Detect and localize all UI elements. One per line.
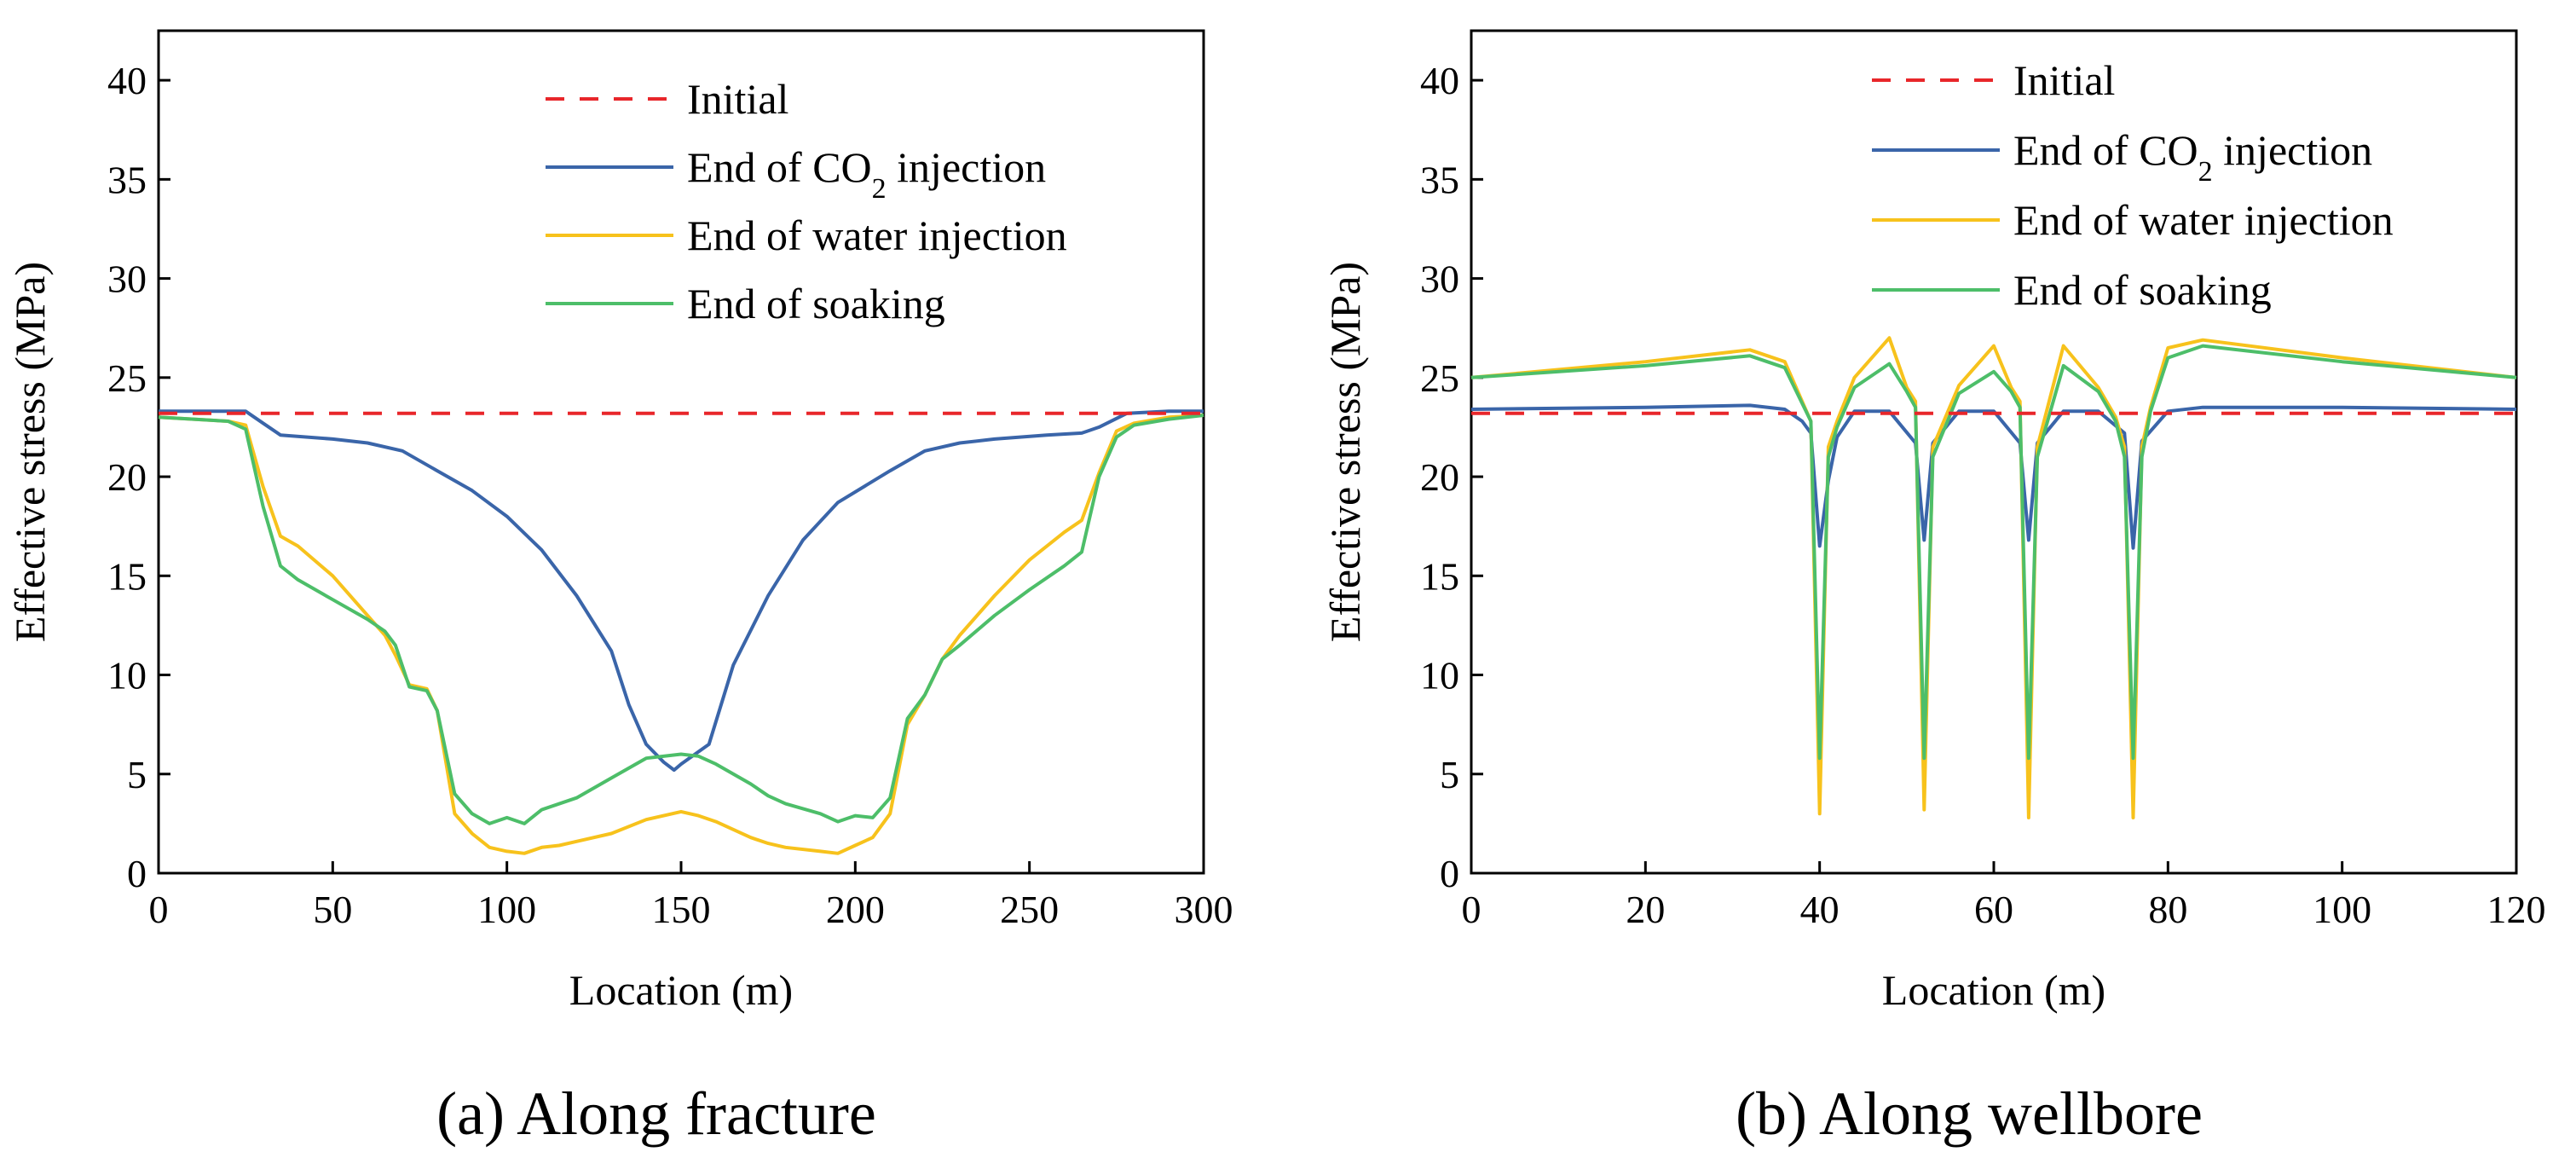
legend-label: Initial <box>687 75 788 123</box>
legend-label: End of water injection <box>2013 196 2394 244</box>
x-tick-label: 250 <box>1000 888 1059 931</box>
x-tick-label: 50 <box>313 888 352 931</box>
y-tick-label: 40 <box>107 59 147 102</box>
y-tick-label: 20 <box>107 455 147 499</box>
legend-label: End of CO2 injection <box>687 143 1046 205</box>
panel-caption: (a) Along fracture <box>436 1079 876 1148</box>
y-tick-label: 20 <box>1420 455 1459 499</box>
y-tick-label: 35 <box>107 158 147 201</box>
panel-caption: (b) Along wellbore <box>1736 1079 2203 1148</box>
y-tick-label: 15 <box>1420 554 1459 598</box>
y-tick-label: 40 <box>1420 59 1459 102</box>
y-tick-label: 5 <box>127 753 147 796</box>
x-tick-label: 0 <box>149 888 169 931</box>
y-tick-label: 30 <box>107 258 147 301</box>
chart-panel-b: 0 20 40 60 80 100 120 0 5 10 15 20 25 30 35 40 Location … <box>1321 29 2546 1148</box>
y-tick-label: 25 <box>107 356 147 400</box>
y-tick-label: 0 <box>127 852 147 895</box>
x-tick-label: 100 <box>477 888 536 931</box>
y-axis-label: Effective stress (MPa) <box>6 262 54 642</box>
x-axis-label: Location (m) <box>1882 966 2105 1014</box>
y-tick-label: 5 <box>1440 753 1459 796</box>
y-tick-label: 10 <box>107 654 147 697</box>
y-tick-label: 25 <box>1420 356 1459 400</box>
series-line-1 <box>159 409 1204 773</box>
legend-label: End of soaking <box>687 280 945 327</box>
legend-label: End of water injection <box>687 211 1067 259</box>
y-tick-label: 15 <box>107 554 147 598</box>
y-tick-label: 0 <box>1440 852 1459 895</box>
legend-label: Initial <box>2013 56 2115 104</box>
x-tick-label: 20 <box>1626 888 1665 931</box>
y-axis-label: Effective stress (MPa) <box>1321 262 1369 642</box>
x-tick-label: 80 <box>2148 888 2187 931</box>
x-tick-label: 60 <box>1974 888 2013 931</box>
legend-label: End of soaking <box>2013 266 2272 314</box>
y-tick-label: 10 <box>1420 654 1459 697</box>
x-tick-label: 40 <box>1800 888 1840 931</box>
series-line-3 <box>158 414 1204 825</box>
legend-label: End of CO2 injection <box>2013 126 2372 188</box>
series-line-3 <box>1470 344 2517 761</box>
x-tick-label: 200 <box>826 888 885 931</box>
chart-panel-a: 0 50 100 150 200 250 300 0 5 10 15 20 25 30 35 40 Locati… <box>6 29 1233 1148</box>
x-tick-label: 120 <box>2487 888 2546 931</box>
y-tick-label: 30 <box>1420 258 1459 301</box>
x-tick-label: 150 <box>652 888 711 931</box>
series-line-2 <box>1470 336 2517 819</box>
x-tick-label: 0 <box>1462 888 1481 931</box>
x-tick-label: 100 <box>2313 888 2371 931</box>
x-tick-label: 300 <box>1175 888 1233 931</box>
x-axis-label: Location (m) <box>569 966 793 1014</box>
y-tick-label: 35 <box>1420 158 1459 201</box>
